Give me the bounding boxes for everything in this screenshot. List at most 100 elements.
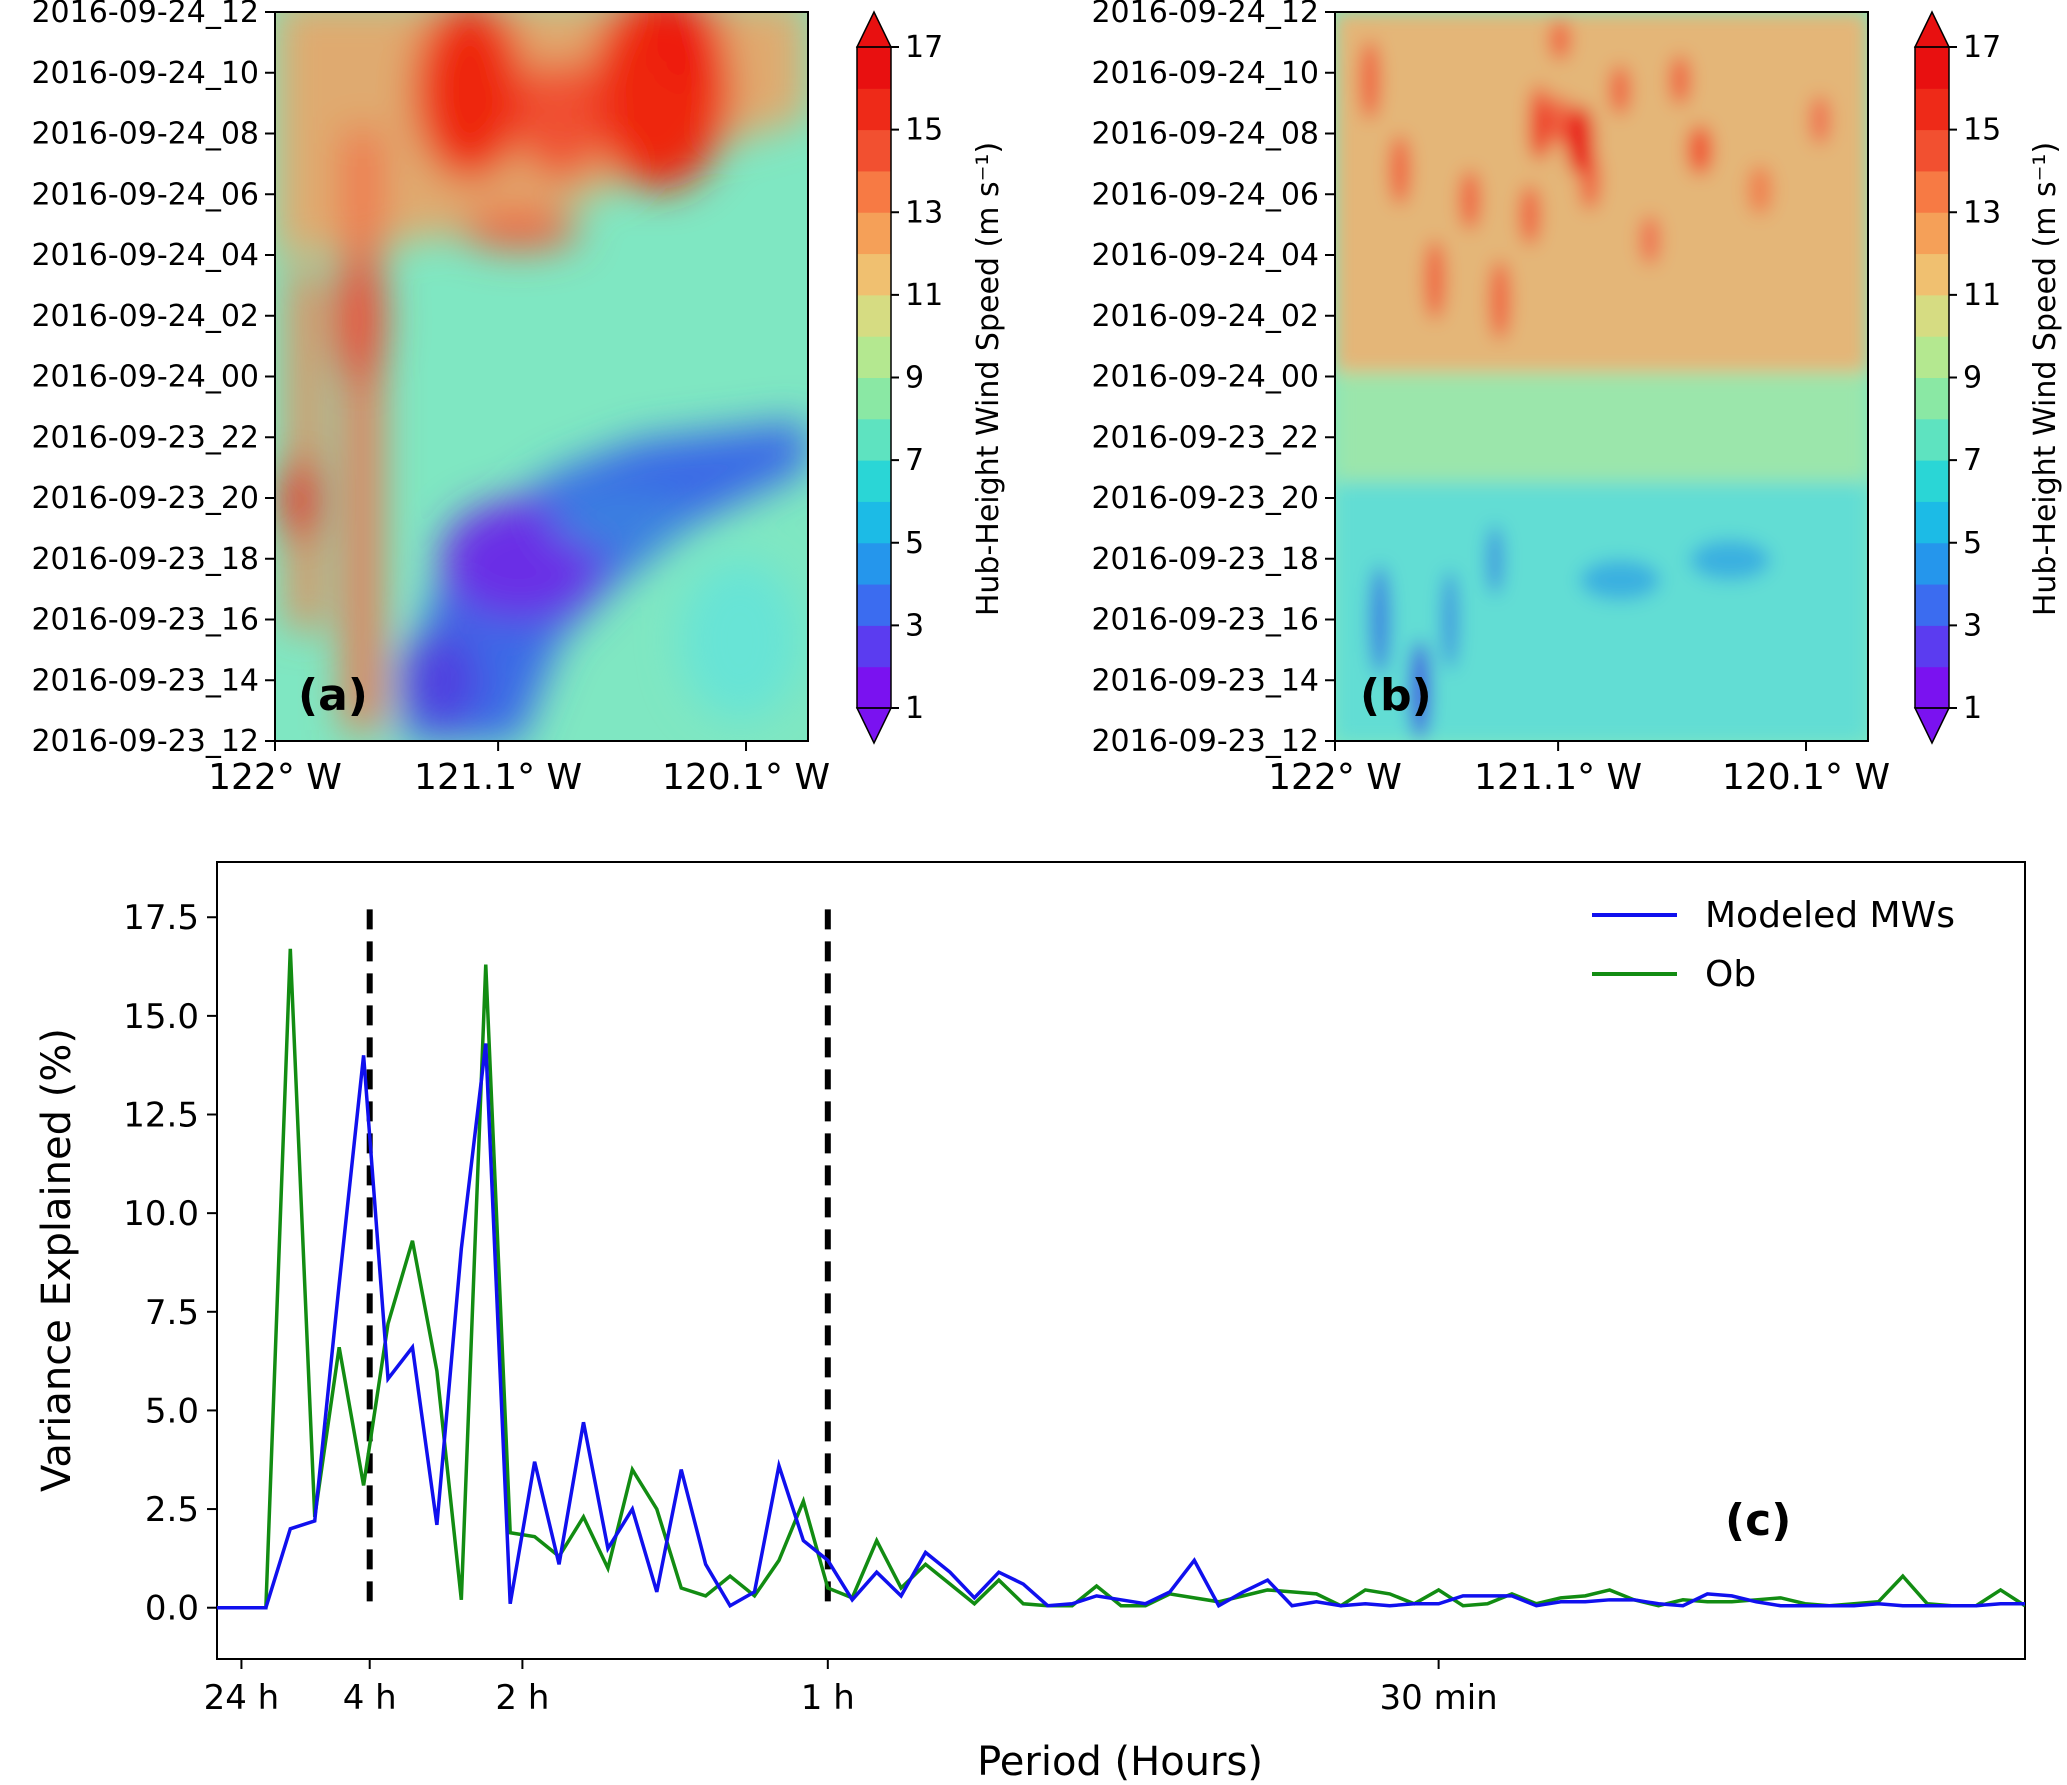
colorbar-tick-label: 11	[1963, 278, 2001, 313]
colorbar-segment	[1915, 418, 1949, 461]
colorbar-segment	[1915, 625, 1949, 668]
colorbar-segment	[857, 212, 891, 255]
y-tick-label: 2016-09-23_18	[31, 542, 259, 577]
colorbar-tick-label: 17	[1963, 30, 2001, 65]
colorbar-segment	[857, 542, 891, 585]
colorbar-tick-label: 7	[1963, 443, 1982, 478]
y-tick-label: 0.0	[145, 1589, 199, 1629]
y-tick-label: 2016-09-23_16	[31, 603, 259, 638]
panel-c-y-ticks: 0.0 2.5 5.0 7.5 10.0 12.5 15.0 17.5	[123, 898, 217, 1629]
colorbar-extend-max	[1913, 10, 1951, 48]
colorbar-tick-label: 5	[905, 526, 924, 561]
y-tick-label: 15.0	[123, 997, 199, 1037]
y-tick-label: 2016-09-24_02	[31, 299, 259, 334]
colorbar-tick-label: 15	[905, 113, 943, 148]
panel-a-x-ticks: 122° W 121.1° W 120.1° W	[208, 741, 830, 798]
colorbar-tick-label: 13	[1963, 195, 2001, 230]
panel-c-vlines	[366, 909, 831, 1608]
panel-c-x-ticks: 24 h 4 h 2 h 1 h 30 min	[204, 1659, 1498, 1718]
y-tick-label: 2016-09-24_10	[31, 56, 259, 91]
y-tick-label: 2016-09-24_00	[31, 360, 259, 395]
panel-b-field	[1335, 12, 1868, 741]
colorbar-tick-label: 9	[1963, 361, 1982, 396]
y-tick-label: 2016-09-23_18	[1091, 542, 1319, 577]
colorbar-a-label: Hub-Height Wind Speed (m s⁻¹)	[971, 142, 1006, 616]
x-tick-label: 120.1° W	[662, 757, 830, 798]
y-tick-label: 2016-09-23_22	[1091, 420, 1319, 455]
x-tick-label: 122° W	[208, 757, 342, 798]
y-tick-label: 2016-09-24_06	[1091, 177, 1319, 212]
x-tick-label: 121.1° W	[1474, 757, 1642, 798]
colorbar-segment	[1915, 294, 1949, 337]
colorbar-b-label: Hub-Height Wind Speed (m s⁻¹)	[2028, 142, 2063, 616]
colorbar-tick-label: 3	[1963, 608, 1982, 643]
panel-c-xlabel: Period (Hours)	[977, 1739, 1263, 1785]
colorbar-segment	[857, 170, 891, 213]
y-tick-label: 2016-09-23_14	[31, 663, 259, 698]
y-tick-label: 2016-09-24_12	[31, 0, 259, 30]
colorbar-segment	[1915, 88, 1949, 131]
y-tick-label: 2016-09-24_04	[31, 238, 259, 273]
colorbar-tick-label: 9	[905, 361, 924, 396]
y-tick-label: 2016-09-24_04	[1091, 238, 1319, 273]
colorbar-segment	[857, 501, 891, 544]
colorbar-segment	[1915, 377, 1949, 420]
colorbar-extend-min	[1913, 707, 1951, 745]
panel-a-y-ticks: 2016-09-24_12 2016-09-24_10 2016-09-24_08 2…	[31, 0, 275, 759]
colorbar-tick-label: 1	[905, 691, 924, 726]
legend-label: Ob	[1705, 954, 1756, 995]
colorbar-segment	[1915, 584, 1949, 626]
colorbar-segment	[1915, 129, 1949, 172]
y-tick-label: 2016-09-24_06	[31, 177, 259, 212]
colorbar-tick-label: 7	[905, 443, 924, 478]
panel-c-label: (c)	[1725, 1495, 1791, 1546]
colorbar-tick-label: 3	[905, 608, 924, 643]
panel-c: 0.0 2.5 5.0 7.5 10.0 12.5 15.0 17.5 24 h 4 h 2 h 1…	[34, 861, 2026, 1785]
panel-a-field	[275, 12, 808, 741]
y-tick-label: 2016-09-24_08	[1091, 117, 1319, 152]
panel-c-legend: Modeled MWs Ob	[1592, 895, 1955, 995]
colorbar-segment	[1915, 47, 1949, 89]
colorbar-tick-label: 15	[1963, 113, 2001, 148]
x-tick-label: 24 h	[204, 1678, 280, 1718]
colorbar-extend-max	[855, 10, 893, 48]
x-tick-label: 30 min	[1380, 1678, 1498, 1718]
colorbar-extend-min	[855, 707, 893, 745]
colorbar-segment	[857, 418, 891, 461]
colorbar-segment	[857, 377, 891, 420]
colorbar-segment	[857, 460, 891, 502]
y-tick-label: 2016-09-23_20	[1091, 481, 1319, 516]
y-tick-label: 2016-09-23_22	[31, 420, 259, 455]
panel-a-label: (a)	[298, 670, 368, 721]
y-tick-label: 2016-09-24_10	[1091, 56, 1319, 91]
colorbar-segment	[857, 253, 891, 296]
y-tick-label: 2016-09-24_12	[1091, 0, 1319, 30]
y-tick-label: 12.5	[123, 1096, 199, 1136]
panel-b-y-ticks: 2016-09-24_12 2016-09-24_10 2016-09-24_08 2…	[1091, 0, 1335, 759]
panel-b: 2016-09-24_12 2016-09-24_10 2016-09-24_08 2…	[1091, 0, 1890, 798]
y-tick-label: 7.5	[145, 1293, 199, 1333]
colorbar-segment	[857, 294, 891, 337]
colorbar-segment	[1915, 501, 1949, 544]
panel-c-ylabel: Variance Explained (%)	[34, 1028, 80, 1492]
y-tick-label: 2016-09-24_02	[1091, 299, 1319, 334]
panel-b-label: (b)	[1360, 670, 1432, 721]
series-line-ob	[217, 948, 2025, 1610]
panel-c-series	[217, 948, 2025, 1610]
x-tick-label: 120.1° W	[1722, 757, 1890, 798]
colorbar-segment	[1915, 253, 1949, 296]
y-tick-label: 2.5	[145, 1490, 199, 1530]
colorbar-segment	[1915, 542, 1949, 585]
y-tick-label: 10.0	[123, 1194, 199, 1234]
colorbar-segment	[857, 625, 891, 668]
colorbar-segment	[1915, 460, 1949, 502]
legend-label: Modeled MWs	[1705, 895, 1955, 936]
colorbar-segment	[1915, 212, 1949, 255]
colorbar-segment	[1915, 336, 1949, 378]
y-tick-label: 2016-09-23_12	[31, 724, 259, 759]
colorbar-segment	[1915, 170, 1949, 213]
colorbar-tick-label: 5	[1963, 526, 1982, 561]
